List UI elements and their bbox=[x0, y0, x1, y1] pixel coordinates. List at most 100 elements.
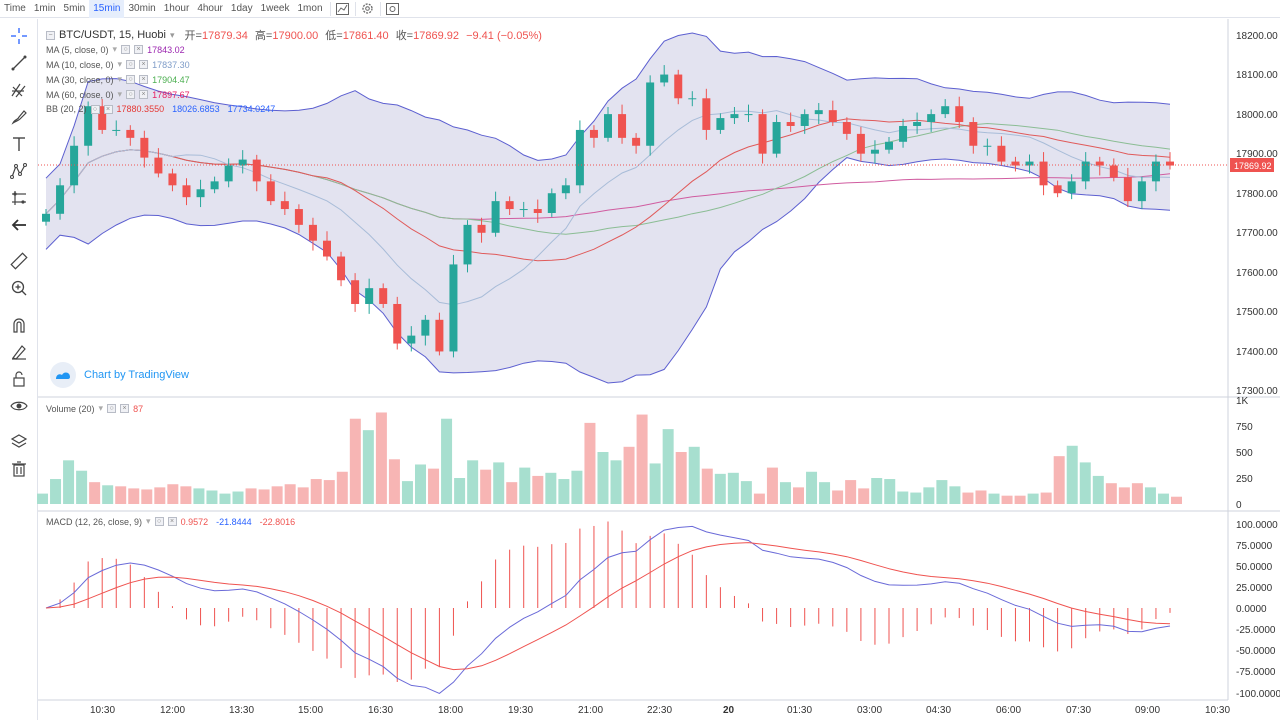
volume-bar bbox=[232, 491, 244, 504]
settings-icon[interactable]: ○ bbox=[90, 104, 100, 114]
settings-icon[interactable]: ○ bbox=[126, 60, 136, 69]
price-tick: 18100.00 bbox=[1236, 70, 1278, 81]
candle-body bbox=[1151, 161, 1160, 182]
magnet-icon[interactable] bbox=[8, 314, 30, 336]
volume-bar bbox=[245, 488, 257, 504]
volume-bar bbox=[623, 446, 635, 504]
ma10-line bbox=[45, 110, 1171, 306]
candle-body bbox=[744, 114, 753, 116]
time-tick: 13:30 bbox=[229, 705, 254, 716]
settings-icon[interactable]: ○ bbox=[121, 45, 131, 54]
settings-gear-icon[interactable] bbox=[359, 1, 377, 17]
screenshot-icon[interactable] bbox=[384, 1, 402, 17]
macd-axis[interactable]: 100.0000 75.0000 50.0000 25.0000 0.0000 … bbox=[1236, 520, 1280, 700]
time-tick: 10:30 bbox=[90, 705, 115, 716]
pattern-icon[interactable] bbox=[8, 160, 30, 182]
settings-icon[interactable]: ○ bbox=[126, 90, 136, 99]
volume-bar bbox=[323, 480, 335, 504]
brush-icon[interactable] bbox=[8, 106, 30, 128]
candle-body bbox=[941, 106, 950, 115]
volume-bar bbox=[89, 482, 101, 504]
lock-icon[interactable] bbox=[8, 368, 30, 390]
timeframe-1min[interactable]: 1min bbox=[33, 2, 56, 14]
candle-body bbox=[1166, 161, 1174, 166]
timeframe-4hour[interactable]: 4hour bbox=[197, 2, 223, 14]
pitchfork-icon[interactable] bbox=[8, 79, 30, 101]
candle-body bbox=[646, 82, 655, 146]
close-icon[interactable]: × bbox=[103, 104, 113, 114]
volume-bar bbox=[858, 488, 870, 504]
volume-bar bbox=[401, 481, 413, 504]
timeframe-1week[interactable]: 1week bbox=[260, 2, 290, 14]
ma5-legend[interactable]: MA (5, close, 0) ▾ ○ × 17843.02 bbox=[46, 44, 185, 55]
tradingview-logo-icon bbox=[50, 362, 76, 388]
time-axis[interactable]: 10:30 12:00 13:30 15:00 16:30 18:00 19:3… bbox=[90, 705, 1230, 716]
timeframe-time[interactable]: Time bbox=[4, 2, 26, 14]
timeframe-15min[interactable]: 15min bbox=[89, 0, 125, 18]
collapse-legend-icon[interactable]: − bbox=[46, 30, 55, 40]
bollinger-upper-line bbox=[45, 32, 1171, 179]
timeframe-1mon[interactable]: 1mon bbox=[297, 2, 323, 14]
macd-legend[interactable]: MACD (12, 26, close, 9) ▾ ○ × 0.9572 -21.8… bbox=[46, 516, 296, 527]
candle-body bbox=[1095, 161, 1104, 166]
volume-axis[interactable]: 1K 750 500 250 0 bbox=[1236, 396, 1253, 511]
eye-icon[interactable] bbox=[8, 395, 30, 417]
close-icon[interactable]: × bbox=[139, 75, 149, 84]
ma60-legend[interactable]: MA (60, close, 0) ▾ ○ × 17897.67 bbox=[46, 89, 190, 100]
volume-bar bbox=[923, 487, 935, 504]
tradingview-credit[interactable]: Chart by TradingView bbox=[84, 369, 189, 381]
crosshair-icon[interactable] bbox=[8, 25, 30, 47]
candle-body bbox=[449, 264, 458, 352]
volume-bar bbox=[897, 491, 909, 504]
bb-basis-line bbox=[45, 118, 1171, 262]
symbol-title[interactable]: BTC/USDT, 15, Huobi bbox=[59, 29, 166, 41]
time-tick: 10:30 bbox=[1205, 705, 1230, 716]
zoom-in-icon[interactable] bbox=[8, 277, 30, 299]
close-icon[interactable]: × bbox=[139, 60, 149, 69]
candle-body bbox=[856, 133, 865, 154]
volume-bar bbox=[532, 475, 544, 504]
settings-icon[interactable]: ○ bbox=[107, 404, 117, 413]
volume-bar bbox=[545, 472, 557, 504]
volume-bar bbox=[115, 486, 127, 504]
candle-body bbox=[491, 201, 500, 233]
bb-upper-value: 18026.6853 bbox=[172, 104, 220, 114]
volume-bar bbox=[219, 493, 231, 504]
symbol-legend[interactable]: − BTC/USDT, 15, Huobi ▾ 开=17879.34 高=179… bbox=[46, 27, 542, 43]
timeframe-30min[interactable]: 30min bbox=[128, 2, 156, 14]
close-icon[interactable]: × bbox=[134, 45, 144, 54]
trash-icon[interactable] bbox=[8, 458, 30, 480]
settings-icon[interactable]: ○ bbox=[126, 75, 136, 84]
time-tick: 19:30 bbox=[508, 705, 533, 716]
settings-icon[interactable]: ○ bbox=[154, 517, 164, 526]
trend-line-icon[interactable] bbox=[8, 52, 30, 74]
layers-icon[interactable] bbox=[8, 431, 30, 453]
candlestick-series bbox=[42, 65, 1174, 358]
tradingview-badge[interactable]: Chart by TradingView bbox=[50, 362, 189, 388]
timeframe-1day[interactable]: 1day bbox=[230, 2, 253, 14]
candle-body bbox=[70, 145, 79, 186]
indicators-icon[interactable] bbox=[334, 1, 352, 17]
volume-value: 87 bbox=[133, 403, 144, 414]
candle-body bbox=[168, 173, 177, 186]
back-arrow-icon[interactable] bbox=[8, 214, 30, 236]
close-icon[interactable]: × bbox=[167, 517, 177, 526]
ma10-legend[interactable]: MA (10, close, 0) ▾ ○ × 17837.30 bbox=[46, 59, 190, 70]
volume-bar bbox=[1014, 495, 1026, 504]
bb-legend[interactable]: BB (20, 2) ○ × 17880.3550 18026.6853 1773… bbox=[46, 104, 276, 114]
ma30-legend[interactable]: MA (30, close, 0) ▾ ○ × 17904.47 bbox=[46, 74, 190, 85]
forecast-icon[interactable] bbox=[8, 187, 30, 209]
timeframe-1hour[interactable]: 1hour bbox=[163, 2, 190, 14]
chevron-down-icon[interactable]: ▾ bbox=[169, 29, 175, 40]
stay-in-drawing-icon[interactable] bbox=[8, 341, 30, 363]
ruler-icon[interactable] bbox=[8, 250, 30, 272]
volume-bar bbox=[1040, 492, 1052, 504]
price-axis[interactable]: 18200.00 18100.00 18000.00 17900.00 1780… bbox=[1236, 31, 1278, 397]
close-icon[interactable]: × bbox=[120, 404, 130, 413]
timeframe-5min[interactable]: 5min bbox=[63, 2, 86, 14]
volume-legend[interactable]: Volume (20) ▾ ○ × 87 bbox=[46, 403, 144, 414]
candle-body bbox=[1039, 161, 1048, 186]
text-tool-icon[interactable] bbox=[8, 133, 30, 155]
close-icon[interactable]: × bbox=[139, 90, 149, 99]
